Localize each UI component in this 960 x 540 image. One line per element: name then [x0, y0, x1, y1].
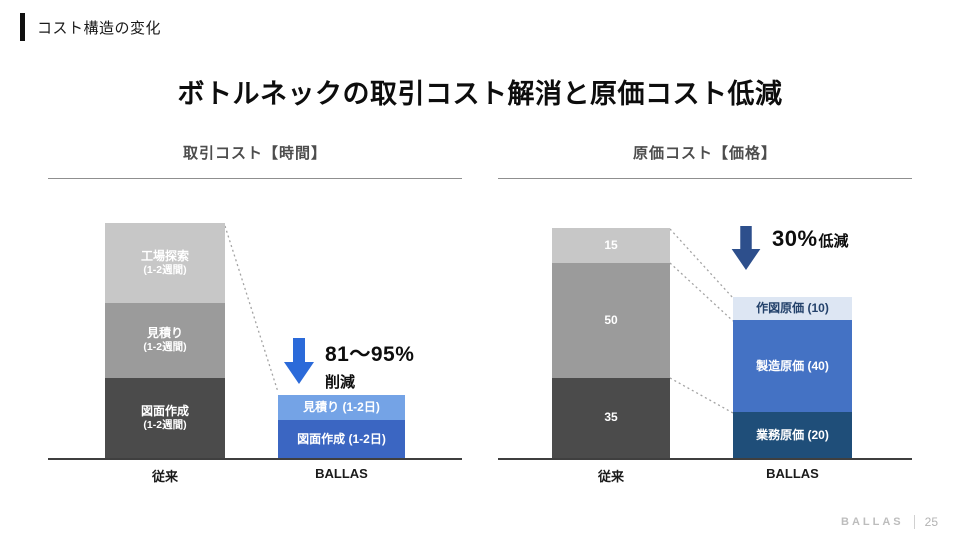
category-labels: 従来 BALLAS	[48, 466, 462, 488]
panel-title-unit-cost: 原価コスト【価格】	[632, 145, 777, 162]
bar-segment: 工場探索 (1-2週間)	[105, 223, 225, 303]
unit-cost-panel: 原価コスト【価格】 30% 低減 15 50 35 作図原価 (10) 製造原価 (40…	[498, 142, 912, 498]
bar-segment: 製造原価 (40)	[733, 320, 852, 412]
panel-divider	[498, 178, 912, 179]
reduction-annotation: 30% 低減	[731, 226, 849, 270]
annotation-value: 81〜95%	[325, 343, 415, 366]
category-label-conventional: 従来	[597, 469, 624, 484]
panel-title-transaction-cost: 取引コスト【時間】	[182, 145, 327, 162]
page-number: 25	[924, 515, 938, 529]
transaction-cost-panel: 取引コスト【時間】 81〜95% 削減 工場探索 (1-2週間) 見積り (1-2週間…	[48, 142, 462, 498]
unit-cost-chart: 30% 低減 15 50 35 作図原価 (10) 製造原価 (40) 業務原価 (20)	[498, 220, 912, 460]
bar-segment: 50	[552, 262, 670, 378]
bar-segment: 図面作成 (1-2週間)	[105, 378, 225, 458]
page-title: ボトルネックの取引コスト解消と原価コスト低減	[177, 79, 783, 109]
bar-segment: 35	[552, 377, 670, 458]
footer-brand-logo: BALLAS	[841, 516, 904, 528]
bar-segment: 15	[552, 228, 670, 263]
bar-segment: 見積り (1-2週間)	[105, 302, 225, 379]
category-label-conventional: 従来	[151, 469, 178, 484]
slide-footer: BALLAS 25	[841, 515, 938, 529]
bar-segment: 作図原価 (10)	[733, 297, 852, 320]
stacked-bar-BALLAS: 作図原価 (10) 製造原価 (40) 業務原価 (20)	[733, 297, 852, 458]
annotation-label: 低減	[818, 233, 849, 250]
annotation-text: 30% 低減	[772, 226, 849, 252]
footer-divider	[913, 515, 915, 529]
down-arrow-icon	[731, 226, 761, 270]
category-labels: 従来 BALLAS	[498, 466, 912, 488]
annotation-value: 30%	[772, 226, 818, 251]
bar-segment: 業務原価 (20)	[733, 412, 852, 458]
transaction-cost-chart: 81〜95% 削減 工場探索 (1-2週間) 見積り (1-2週間) 図面作成 (1-2週…	[48, 220, 462, 460]
down-arrow-icon	[284, 338, 314, 384]
annotation-text: 81〜95% 削減	[325, 338, 414, 392]
annotation-label: 削減	[325, 374, 356, 391]
stacked-bar-従来: 15 50 35	[552, 228, 670, 458]
stacked-bar-BALLAS: 見積り (1-2日) 図面作成 (1-2日)	[278, 394, 405, 458]
slide-kicker: コスト構造の変化	[20, 13, 161, 41]
category-label-ballas: BALLAS	[315, 466, 368, 481]
category-label-ballas: BALLAS	[766, 466, 819, 481]
reduction-annotation: 81〜95% 削減	[284, 338, 414, 392]
stacked-bar-従来: 工場探索 (1-2週間) 見積り (1-2週間) 図面作成 (1-2週間)	[105, 223, 225, 458]
bar-segment: 図面作成 (1-2日)	[278, 420, 405, 458]
bar-segment: 見積り (1-2日)	[278, 394, 405, 421]
panel-divider	[48, 178, 462, 179]
kicker-label: コスト構造の変化	[37, 19, 162, 37]
kicker-accent-bar	[20, 13, 25, 41]
